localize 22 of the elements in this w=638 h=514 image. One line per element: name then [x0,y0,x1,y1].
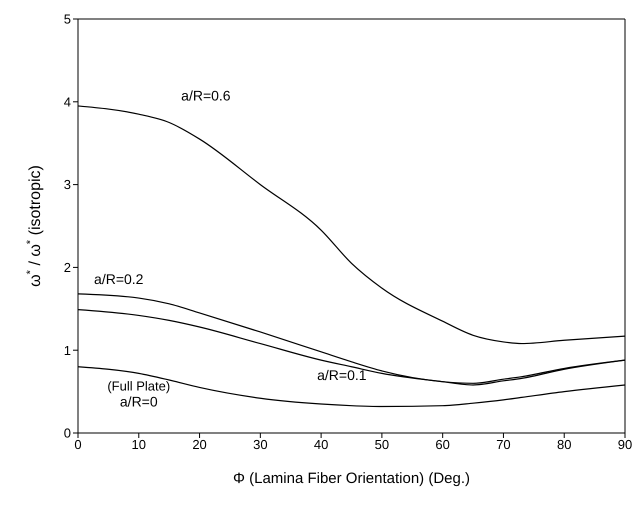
y-tick-label: 1 [64,342,71,358]
annotation: (Full Plate) [107,378,170,394]
x-tick-label: 10 [132,437,146,452]
x-tick-label: 40 [314,437,328,452]
x-tick-label: 0 [74,437,82,452]
series-label: a/R=0.6 [181,88,231,104]
series-label: a/R=0.1 [317,367,367,384]
y-tick-label: 2 [64,260,71,276]
x-tick-label: 50 [374,437,390,452]
y-tick-label: 0 [64,426,71,441]
x-axis-title: Φ (Lamina Fiber Orientation) (Deg.) [232,470,470,487]
y-tick-label: 4 [64,94,71,110]
x-tick-label: 30 [253,437,268,452]
series-label: a/R=0.2 [94,271,144,288]
y-tick-label: 3 [64,177,71,192]
y-tick-label: 5 [64,12,71,27]
series-label: a/R=0 [120,393,158,410]
x-tick-label: 80 [556,437,572,452]
x-tick-label: 70 [496,437,511,452]
x-tick-label: 20 [192,437,207,452]
x-tick-label: 60 [435,437,450,452]
x-tick-label: 90 [618,437,632,452]
